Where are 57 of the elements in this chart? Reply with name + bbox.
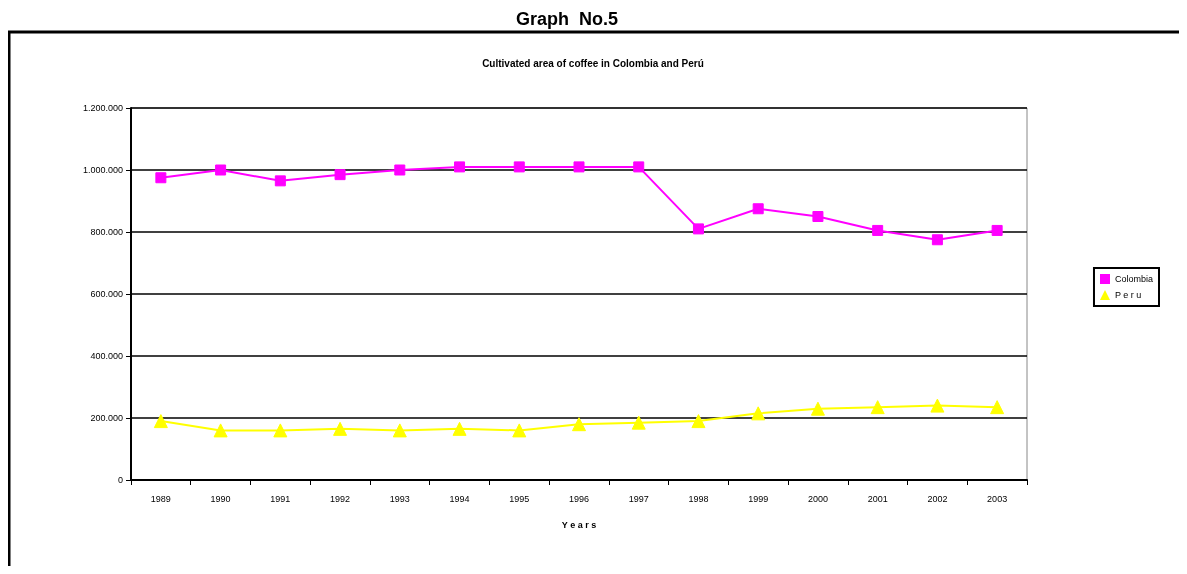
point [930,398,945,413]
text: Graph No.5 [516,9,619,29]
x-tick-label: 1989 [150,493,171,504]
point [215,164,227,176]
point [213,423,228,438]
x-tick-label: 1993 [389,493,410,504]
point [392,423,407,438]
point [273,423,288,438]
legend-label: P e r u [1114,290,1142,300]
point [572,417,586,432]
point [153,414,168,429]
chart-title: Cultivated area of coffee in Colombia and Perú [482,57,704,69]
y-tick-label: 0 [117,475,123,485]
y-tick-label: 400.000 [90,351,123,361]
point [333,421,348,436]
point [751,406,766,421]
point [274,175,286,187]
x-tick-label: 1990 [210,493,231,504]
x-tick-label: 1991 [270,493,291,504]
y-tick-label: 1.200.000 [82,103,123,113]
x-tick-label: 1994 [449,493,470,504]
point [512,423,527,438]
y-tick-label: 600.000 [90,289,123,299]
point [991,224,1003,236]
x-tick-label: 2003 [987,493,1008,504]
point [513,161,525,173]
point [931,234,943,246]
point [633,161,645,173]
point [872,224,884,236]
point [454,161,466,173]
point [155,172,167,184]
point [394,164,406,176]
y-tick-label: 800.000 [90,227,123,237]
point [870,400,885,415]
point [692,223,704,235]
point [334,169,346,181]
x-tick-label: 1998 [688,493,709,504]
x-tick-label: 1999 [748,493,769,504]
point [691,414,706,429]
point [631,415,646,430]
x-tick-label: 1997 [628,493,649,504]
point [452,421,467,436]
y-tick-label: 1.000.000 [82,165,123,175]
point [752,203,764,215]
legend-label: Colombia [1114,274,1154,284]
point [990,400,1005,415]
x-tick-label: 2001 [867,493,888,504]
x-axis-title: Y e a r s [561,519,597,530]
y-tick-label: 200.000 [90,413,123,423]
x-tick-label: 2002 [927,493,948,504]
point [810,401,825,416]
x-tick-label: 1995 [509,493,530,504]
x-tick-label: 2000 [807,493,828,504]
point [812,211,824,222]
point [573,161,585,173]
x-tick-label: 1996 [568,493,590,504]
x-tick-label: 1992 [330,493,351,504]
